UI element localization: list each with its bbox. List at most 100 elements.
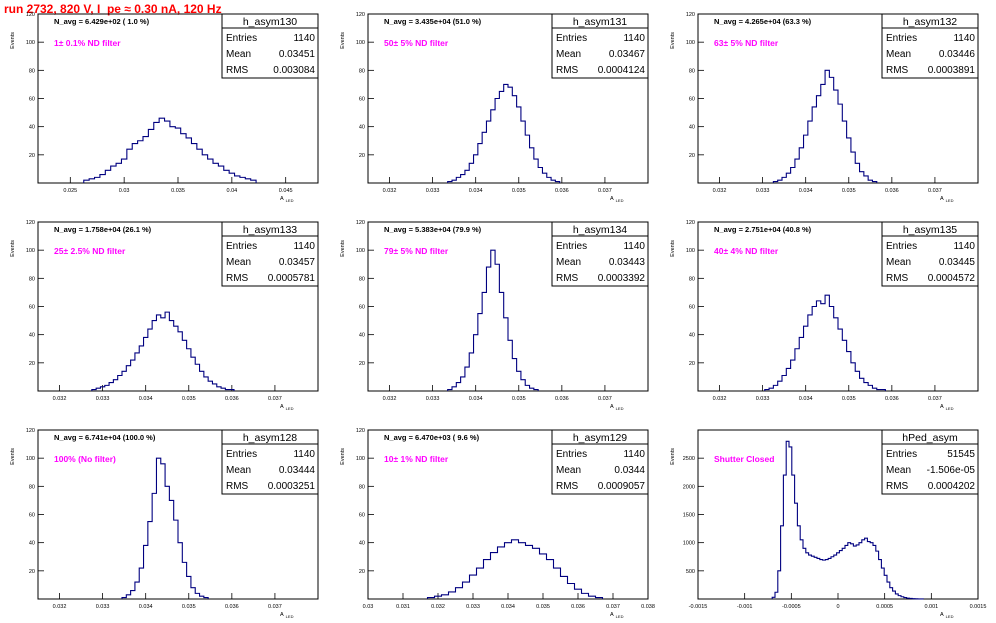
x-tick-label: 0.033 bbox=[756, 188, 770, 194]
x-tick-label: 0.034 bbox=[501, 604, 515, 610]
stats-value-mean: 0.03444 bbox=[279, 465, 316, 476]
y-tick-label: 80 bbox=[359, 68, 365, 74]
stats-box-title: h_asym131 bbox=[573, 16, 627, 28]
y-tick-label: 80 bbox=[689, 276, 695, 282]
stats-value-entries: 51545 bbox=[947, 449, 975, 460]
y-axis-title: Events bbox=[10, 32, 16, 49]
stats-value-mean: 0.03467 bbox=[609, 49, 646, 60]
y-tick-label: 60 bbox=[359, 513, 365, 519]
histogram-line-h_asym129 bbox=[426, 539, 604, 599]
x-tick-label: -0.001 bbox=[737, 604, 753, 610]
x-tick-label: 0.033 bbox=[96, 396, 110, 402]
x-tick-label: 0.037 bbox=[606, 604, 620, 610]
stats-label-rms: RMS bbox=[886, 273, 909, 284]
histogram-line-h_asym130 bbox=[83, 117, 257, 183]
stats-label-entries: Entries bbox=[556, 33, 587, 44]
y-tick-label: 20 bbox=[359, 569, 365, 575]
y-tick-label: 80 bbox=[689, 68, 695, 74]
navg-label: N_avg = 6.429e+02 ( 1.0 %) bbox=[54, 17, 150, 26]
x-tick-label: 0.033 bbox=[466, 604, 480, 610]
filter-label: 25± 2.5% ND filter bbox=[54, 246, 126, 256]
stats-value-rms: 0.003084 bbox=[273, 65, 315, 76]
x-tick-label: 0.033 bbox=[756, 396, 770, 402]
x-axis-title: A LED bbox=[280, 612, 294, 619]
stats-box-title: h_asym133 bbox=[243, 224, 297, 236]
y-tick-label: 60 bbox=[689, 97, 695, 103]
stats-box bbox=[551, 429, 649, 495]
stats-value-entries: 1140 bbox=[623, 33, 645, 44]
stats-box-title: h_asym129 bbox=[573, 432, 627, 444]
stats-label-mean: Mean bbox=[886, 257, 911, 268]
stats-label-rms: RMS bbox=[886, 481, 909, 492]
navg-label: N_avg = 1.758e+04 (26.1 %) bbox=[54, 225, 152, 234]
y-tick-label: 100 bbox=[686, 40, 695, 46]
x-axis-subscript: LED bbox=[286, 614, 294, 619]
stats-value-entries: 1140 bbox=[623, 449, 645, 460]
x-tick-label: 0.038 bbox=[641, 604, 655, 610]
y-tick-label: 60 bbox=[359, 305, 365, 311]
histogram-panel-h_asym132: 20 40 60 80 100 120 0.032 0.033 0.034 0.035 0.036 0… bbox=[660, 0, 990, 207]
y-tick-label: 80 bbox=[29, 276, 35, 282]
stats-box bbox=[221, 221, 319, 287]
stats-box bbox=[221, 429, 319, 495]
x-tick-label: 0.036 bbox=[555, 396, 569, 402]
histogram-line-h_asym133 bbox=[91, 311, 235, 391]
x-tick-label: 0.045 bbox=[279, 188, 293, 194]
x-tick-label: 0.034 bbox=[469, 396, 483, 402]
x-tick-label: 0.035 bbox=[842, 188, 856, 194]
stats-value-entries: 1140 bbox=[953, 33, 975, 44]
y-tick-label: 100 bbox=[26, 456, 35, 462]
x-tick-label: 0.031 bbox=[396, 604, 410, 610]
histogram-svg-h_asym128: 20 40 60 80 100 120 0.032 0.033 0.034 0.035 0.036 0… bbox=[10, 428, 319, 619]
x-axis-title: A LED bbox=[280, 196, 294, 203]
y-tick-label: 500 bbox=[686, 569, 695, 575]
histogram-line-h_asym128 bbox=[121, 457, 209, 599]
stats-label-rms: RMS bbox=[556, 481, 579, 492]
y-tick-label: 60 bbox=[29, 305, 35, 311]
x-axis-subscript: LED bbox=[616, 614, 624, 619]
x-tick-label: 0.032 bbox=[53, 604, 67, 610]
stats-box bbox=[881, 13, 979, 79]
x-tick-label: 0.0015 bbox=[970, 604, 987, 610]
histogram-panel-h_asym128: 20 40 60 80 100 120 0.032 0.033 0.034 0.035 0.036 0… bbox=[0, 416, 330, 623]
navg-label: N_avg = 5.383e+04 (79.9 %) bbox=[384, 225, 482, 234]
y-tick-label: 40 bbox=[359, 541, 365, 547]
x-tick-label: 0.032 bbox=[383, 396, 397, 402]
y-tick-label: 100 bbox=[26, 40, 35, 46]
y-tick-label: 40 bbox=[359, 333, 365, 339]
x-tick-label: 0.032 bbox=[431, 604, 445, 610]
stats-value-mean: 0.03445 bbox=[939, 257, 976, 268]
x-axis-title: A LED bbox=[940, 196, 954, 203]
filter-label: 63± 5% ND filter bbox=[714, 38, 779, 48]
x-tick-label: 0.032 bbox=[383, 188, 397, 194]
stats-box bbox=[881, 221, 979, 287]
x-tick-label: 0.036 bbox=[885, 188, 899, 194]
y-axis-title: Events bbox=[670, 448, 676, 465]
y-tick-label: 60 bbox=[689, 305, 695, 311]
stats-value-rms: 0.0004124 bbox=[598, 65, 646, 76]
stats-box-title: h_asym128 bbox=[243, 432, 297, 444]
x-tick-label: 0.037 bbox=[598, 396, 612, 402]
histogram-line-h_asym135 bbox=[764, 294, 886, 391]
filter-label: 50± 5% ND filter bbox=[384, 38, 449, 48]
stats-value-rms: 0.0003251 bbox=[268, 481, 316, 492]
x-tick-label: 0.03 bbox=[363, 604, 374, 610]
stats-box-title: h_asym134 bbox=[573, 224, 627, 236]
y-tick-label: 40 bbox=[689, 333, 695, 339]
stats-value-rms: 0.0003891 bbox=[928, 65, 976, 76]
filter-label: 1± 0.1% ND filter bbox=[54, 38, 121, 48]
stats-label-mean: Mean bbox=[886, 465, 911, 476]
x-tick-label: 0.037 bbox=[598, 188, 612, 194]
y-tick-label: 20 bbox=[689, 153, 695, 159]
stats-label-mean: Mean bbox=[556, 465, 581, 476]
y-axis-title: Events bbox=[10, 448, 16, 465]
stats-label-entries: Entries bbox=[226, 33, 257, 44]
filter-label: 40± 4% ND filter bbox=[714, 246, 779, 256]
y-tick-label: 120 bbox=[26, 12, 35, 18]
y-axis-title: Events bbox=[670, 32, 676, 49]
stats-value-entries: 1140 bbox=[293, 449, 315, 460]
filter-label: 79± 5% ND filter bbox=[384, 246, 449, 256]
y-tick-label: 40 bbox=[29, 333, 35, 339]
stats-label-rms: RMS bbox=[556, 273, 579, 284]
stats-label-rms: RMS bbox=[226, 65, 249, 76]
